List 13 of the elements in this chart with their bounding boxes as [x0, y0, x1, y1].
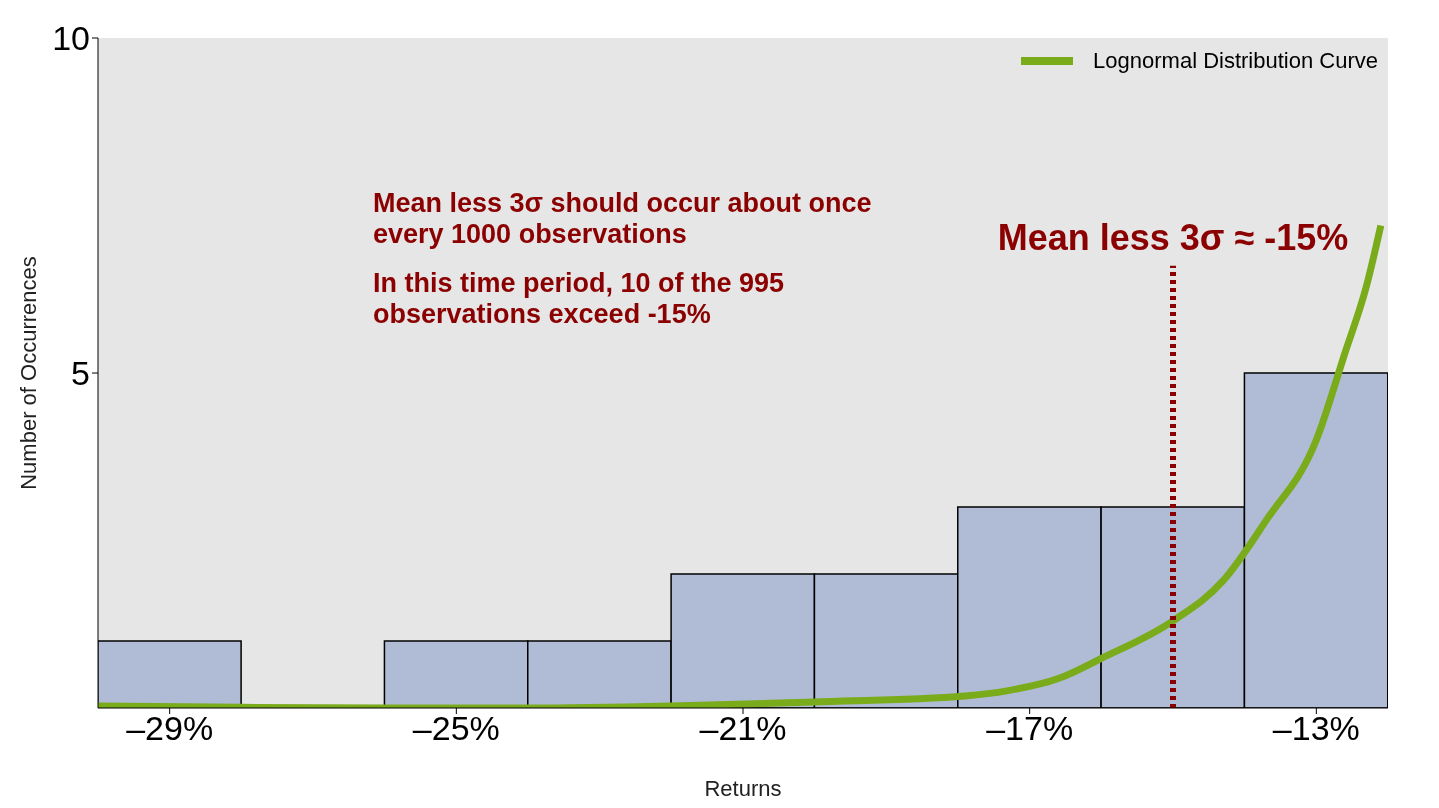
- x-tick-label: –21%: [699, 709, 787, 748]
- y-tick-label: 5: [71, 354, 90, 393]
- y-axis-title: Number of Occurrences: [15, 256, 41, 490]
- legend-label: Lognormal Distribution Curve: [1093, 48, 1378, 74]
- x-tick-label: –25%: [412, 709, 500, 748]
- annotation: In this time period, 10 of the 995 observations exceed -15%: [373, 268, 786, 330]
- annotation: Mean less 3σ should occur about once every 1000 observations: [373, 188, 873, 250]
- x-tick-label: –13%: [1272, 709, 1360, 748]
- y-tick-label: 10: [52, 19, 90, 58]
- x-axis-title: Returns: [704, 776, 782, 801]
- ref-line-label: Mean less 3σ ≈ -15%: [997, 216, 1349, 258]
- x-tick-label: –29%: [126, 709, 214, 748]
- x-tick-label: –17%: [986, 709, 1074, 748]
